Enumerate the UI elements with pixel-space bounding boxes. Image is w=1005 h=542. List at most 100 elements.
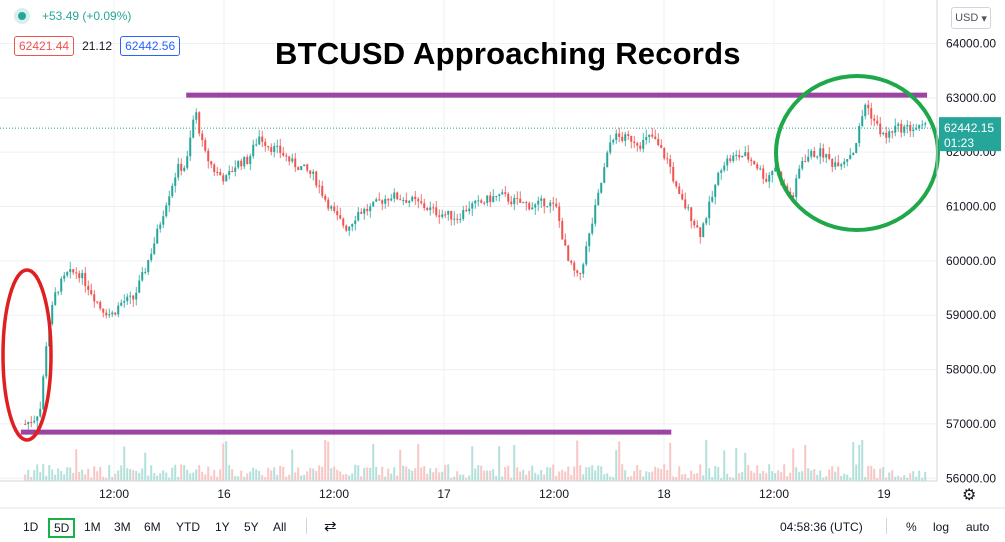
candle-body <box>645 137 648 140</box>
candle-body <box>885 132 888 138</box>
volume-bar <box>567 466 570 481</box>
volume-bar <box>288 474 291 481</box>
volume-bar <box>516 467 519 481</box>
volume-bar <box>840 475 843 481</box>
goto-date-icon[interactable]: ⇄ <box>324 518 337 535</box>
candle-body <box>411 196 414 201</box>
volume-bar <box>561 469 564 481</box>
candle-body <box>441 214 444 217</box>
candle-body <box>810 151 813 157</box>
candle-body <box>45 346 48 377</box>
volume-bar <box>165 472 168 481</box>
range-1d[interactable]: 1D <box>23 520 39 534</box>
percent-toggle[interactable]: % <box>906 520 917 534</box>
volume-bar <box>84 474 87 481</box>
candle-body <box>504 192 507 194</box>
candle-body <box>516 197 519 199</box>
range-5d[interactable]: 5D <box>47 518 76 538</box>
candle-body <box>240 160 243 167</box>
candle-body <box>612 139 615 143</box>
volume-bar <box>144 452 147 481</box>
currency-select[interactable]: USD ▾ <box>951 7 991 29</box>
volume-bar <box>81 469 84 481</box>
candle-body <box>747 152 750 160</box>
sell-button[interactable]: 62421.44 <box>14 36 75 56</box>
range-5y[interactable]: 5Y <box>244 520 259 534</box>
candle-body <box>258 136 261 145</box>
auto-toggle[interactable]: auto <box>966 520 990 534</box>
volume-bar <box>33 470 36 481</box>
candle-body <box>348 226 351 231</box>
volume-bar <box>804 444 807 481</box>
volume-bar <box>267 467 270 481</box>
volume-bar <box>750 470 753 481</box>
candle-body <box>231 171 234 173</box>
candle-body <box>906 124 909 127</box>
volume-bar <box>654 466 657 481</box>
volume-bar <box>684 474 687 481</box>
candle-body <box>207 150 210 162</box>
x-tick-label: 19 <box>877 487 891 501</box>
volume-bar <box>357 465 360 481</box>
candle-body <box>39 408 42 417</box>
candle-body <box>528 203 531 210</box>
volume-bar <box>768 464 771 481</box>
candle-body <box>162 216 165 225</box>
volume-bar <box>777 470 780 481</box>
candle-body <box>606 152 609 168</box>
range-ytd[interactable]: YTD <box>176 520 200 534</box>
candle-body <box>246 156 249 164</box>
range-6m[interactable]: 6M <box>144 520 161 534</box>
volume-bar <box>507 465 510 481</box>
candle-body <box>894 125 897 133</box>
candle-body <box>51 304 54 324</box>
volume-bar <box>426 473 429 481</box>
volume-bar <box>822 477 825 481</box>
volume-bar <box>477 465 480 481</box>
candle-body <box>456 218 459 220</box>
candle-body <box>543 198 546 207</box>
utc-clock[interactable]: 04:58:36 (UTC) <box>780 520 863 534</box>
range-3m[interactable]: 3M <box>114 520 131 534</box>
volume-bar <box>552 464 555 481</box>
volume-bar <box>525 474 528 481</box>
candle-body <box>36 416 39 421</box>
candle-body <box>159 224 162 229</box>
candle-body <box>519 198 522 203</box>
candle-body <box>714 184 717 197</box>
candle-body <box>729 158 732 161</box>
range-1y[interactable]: 1Y <box>215 520 230 534</box>
volume-bar <box>135 470 138 481</box>
volume-bars <box>24 439 927 481</box>
volume-bar <box>39 472 42 481</box>
candle-body <box>84 272 87 286</box>
log-toggle[interactable]: log <box>933 520 950 534</box>
volume-bar <box>588 467 591 481</box>
volume-bar <box>618 441 621 481</box>
buy-button[interactable]: 62442.56 <box>120 36 181 56</box>
candle-body <box>330 206 333 209</box>
candle-body <box>510 201 513 204</box>
candle-body <box>864 104 867 117</box>
candle-body <box>144 271 147 273</box>
settings-gear-icon[interactable]: ⚙ <box>962 487 977 504</box>
time-axis: 12:00 16 12:00 17 12:00 18 12:00 19 <box>99 487 891 501</box>
range-1m[interactable]: 1M <box>84 520 101 534</box>
candle-body <box>129 295 132 297</box>
candle-body <box>219 172 222 176</box>
volume-bar <box>894 476 897 481</box>
volume-bar <box>126 468 129 481</box>
candle-body <box>648 134 651 138</box>
volume-bar <box>420 467 423 481</box>
candle-body <box>234 167 237 172</box>
candle-body <box>462 209 465 220</box>
volume-bar <box>513 444 516 481</box>
candle-body <box>522 202 525 204</box>
candle-body <box>501 192 504 195</box>
candle-body <box>609 142 612 153</box>
volume-bar <box>900 477 903 481</box>
range-all[interactable]: All <box>273 520 287 534</box>
volume-bar <box>453 476 456 481</box>
volume-bar <box>120 465 123 481</box>
